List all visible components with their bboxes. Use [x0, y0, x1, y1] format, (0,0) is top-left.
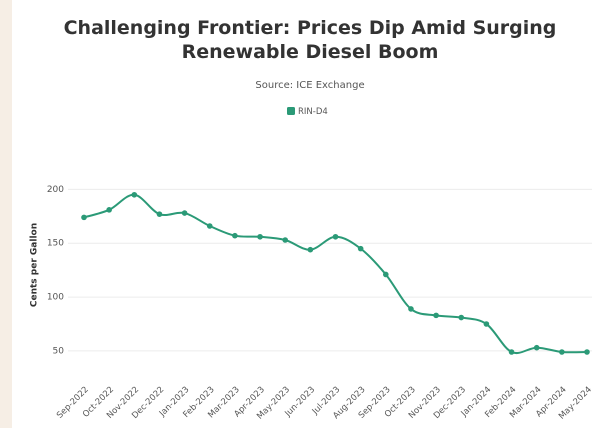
data-point [383, 271, 389, 278]
data-point [508, 349, 515, 355]
data-point [156, 211, 163, 217]
data-point [533, 344, 540, 351]
data-point [357, 245, 364, 252]
side-strip [0, 0, 12, 428]
data-point [559, 349, 565, 355]
y-tick-label: 150 [47, 239, 64, 249]
chart-title: Challenging Frontier: Prices Dip Amid Su… [63, 17, 557, 63]
data-point [131, 191, 138, 198]
data-point [408, 306, 414, 312]
data-point [483, 321, 490, 327]
data-point [584, 349, 590, 355]
data-point [307, 246, 314, 253]
data-point [106, 207, 112, 213]
y-tick-label: 200 [47, 185, 64, 195]
series-line [83, 193, 588, 354]
legend-swatch [287, 107, 295, 115]
data-point [181, 210, 188, 216]
data-point [332, 233, 339, 240]
y-axis-label: Cents per Gallon [30, 223, 40, 307]
data-point [206, 223, 213, 229]
legend-label: RIN-D4 [298, 107, 328, 117]
data-point [232, 232, 238, 239]
y-tick-label: 50 [53, 346, 65, 356]
data-point [257, 233, 263, 240]
data-point [458, 314, 465, 321]
data-point [81, 214, 87, 221]
y-tick-label: 100 [47, 293, 64, 303]
chart-subtitle: Source: ICE Exchange [255, 80, 364, 91]
data-point [282, 237, 289, 243]
data-point [433, 312, 439, 319]
